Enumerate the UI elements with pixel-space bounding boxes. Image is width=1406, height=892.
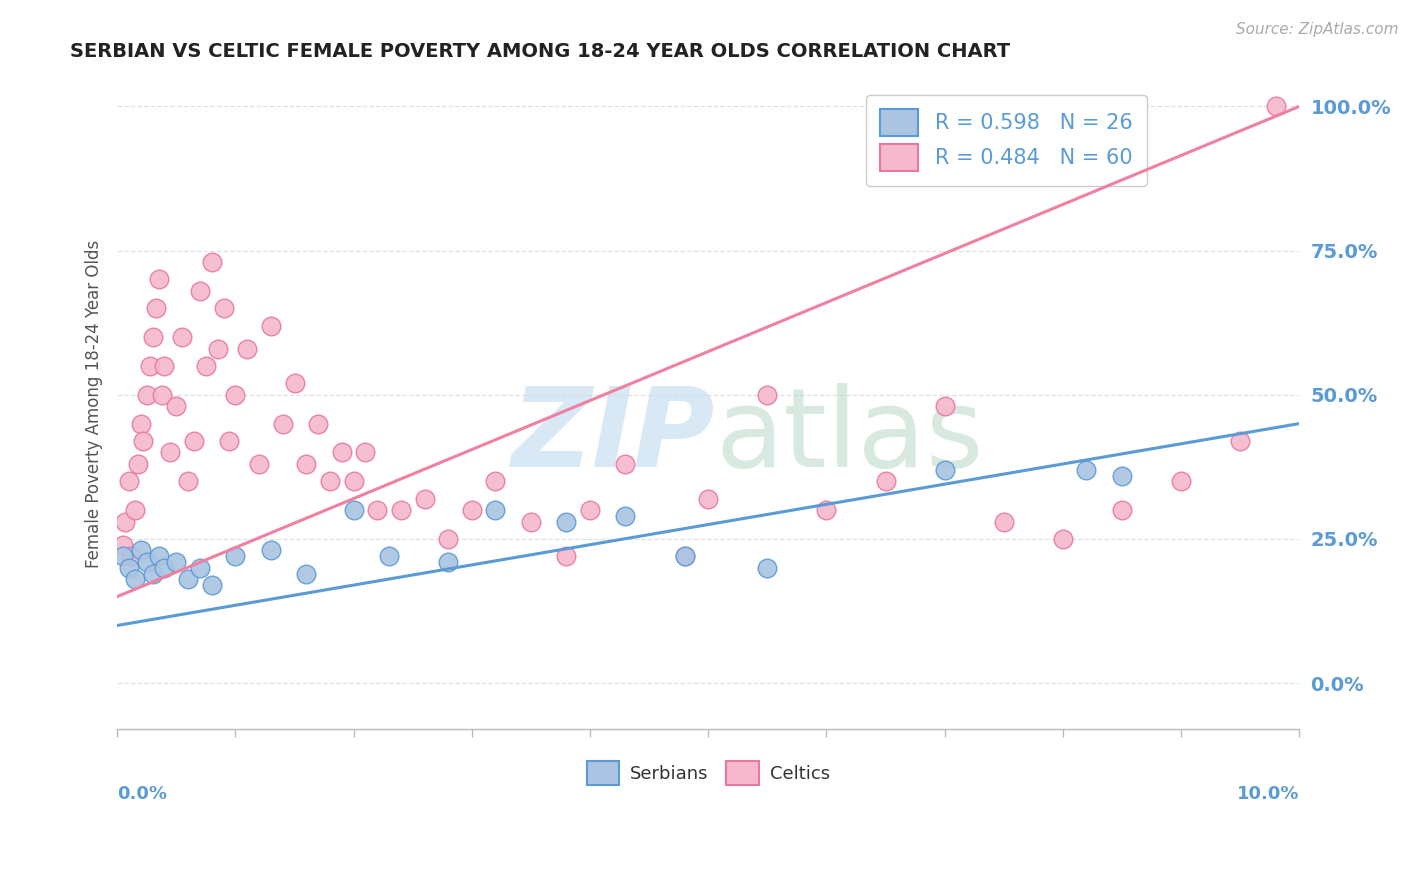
Point bbox=[188, 284, 211, 298]
Point bbox=[1111, 468, 1133, 483]
Point bbox=[194, 359, 217, 373]
Point bbox=[1052, 532, 1074, 546]
Point bbox=[614, 457, 637, 471]
Point bbox=[165, 555, 187, 569]
Point bbox=[150, 388, 173, 402]
Point bbox=[236, 342, 259, 356]
Text: ZIP: ZIP bbox=[512, 383, 716, 490]
Point bbox=[875, 475, 897, 489]
Point bbox=[112, 538, 135, 552]
Point bbox=[413, 491, 436, 506]
Text: Source: ZipAtlas.com: Source: ZipAtlas.com bbox=[1236, 22, 1399, 37]
Point bbox=[132, 434, 155, 448]
Point bbox=[673, 549, 696, 564]
Point bbox=[555, 549, 578, 564]
Point bbox=[120, 549, 142, 564]
Point bbox=[437, 555, 460, 569]
Point bbox=[212, 301, 235, 316]
Point bbox=[295, 566, 318, 581]
Point bbox=[756, 388, 779, 402]
Point bbox=[756, 561, 779, 575]
Point bbox=[319, 475, 342, 489]
Point bbox=[697, 491, 720, 506]
Point bbox=[484, 503, 506, 517]
Point bbox=[118, 561, 141, 575]
Point bbox=[307, 417, 329, 431]
Point bbox=[579, 503, 602, 517]
Point bbox=[124, 503, 146, 517]
Point bbox=[283, 376, 305, 391]
Point bbox=[129, 417, 152, 431]
Point bbox=[1170, 475, 1192, 489]
Point bbox=[142, 330, 165, 344]
Point bbox=[437, 532, 460, 546]
Point bbox=[555, 515, 578, 529]
Point bbox=[673, 549, 696, 564]
Point bbox=[366, 503, 388, 517]
Point bbox=[224, 549, 246, 564]
Point bbox=[934, 400, 956, 414]
Point bbox=[135, 555, 157, 569]
Point bbox=[172, 330, 194, 344]
Point bbox=[1076, 463, 1098, 477]
Point bbox=[815, 503, 838, 517]
Point bbox=[378, 549, 401, 564]
Point bbox=[177, 475, 200, 489]
Point bbox=[614, 508, 637, 523]
Point bbox=[127, 457, 149, 471]
Point bbox=[461, 503, 484, 517]
Point bbox=[260, 543, 283, 558]
Point bbox=[145, 301, 167, 316]
Point bbox=[135, 388, 157, 402]
Point bbox=[112, 549, 135, 564]
Y-axis label: Female Poverty Among 18-24 Year Olds: Female Poverty Among 18-24 Year Olds bbox=[86, 239, 103, 567]
Point bbox=[218, 434, 240, 448]
Point bbox=[159, 445, 181, 459]
Point bbox=[247, 457, 270, 471]
Point bbox=[342, 475, 364, 489]
Point bbox=[260, 318, 283, 333]
Point bbox=[271, 417, 294, 431]
Point bbox=[342, 503, 364, 517]
Point bbox=[129, 543, 152, 558]
Legend: Serbians, Celtics: Serbians, Celtics bbox=[579, 755, 837, 792]
Point bbox=[142, 566, 165, 581]
Point bbox=[389, 503, 412, 517]
Point bbox=[484, 475, 506, 489]
Point bbox=[139, 359, 162, 373]
Point bbox=[1111, 503, 1133, 517]
Point bbox=[153, 359, 176, 373]
Point bbox=[153, 561, 176, 575]
Point bbox=[1229, 434, 1251, 448]
Point bbox=[1264, 99, 1286, 113]
Text: 10.0%: 10.0% bbox=[1237, 785, 1299, 803]
Point bbox=[207, 342, 229, 356]
Point bbox=[114, 515, 136, 529]
Point bbox=[148, 272, 170, 286]
Point bbox=[201, 255, 224, 269]
Point bbox=[165, 400, 187, 414]
Point bbox=[354, 445, 377, 459]
Point bbox=[118, 475, 141, 489]
Point bbox=[330, 445, 353, 459]
Point bbox=[148, 549, 170, 564]
Point bbox=[934, 463, 956, 477]
Point bbox=[177, 572, 200, 586]
Point bbox=[295, 457, 318, 471]
Point bbox=[124, 572, 146, 586]
Point bbox=[520, 515, 543, 529]
Text: 0.0%: 0.0% bbox=[117, 785, 167, 803]
Point bbox=[201, 578, 224, 592]
Point bbox=[183, 434, 205, 448]
Point bbox=[993, 515, 1015, 529]
Point bbox=[224, 388, 246, 402]
Text: atlas: atlas bbox=[716, 383, 984, 490]
Point bbox=[188, 561, 211, 575]
Text: SERBIAN VS CELTIC FEMALE POVERTY AMONG 18-24 YEAR OLDS CORRELATION CHART: SERBIAN VS CELTIC FEMALE POVERTY AMONG 1… bbox=[70, 42, 1010, 61]
